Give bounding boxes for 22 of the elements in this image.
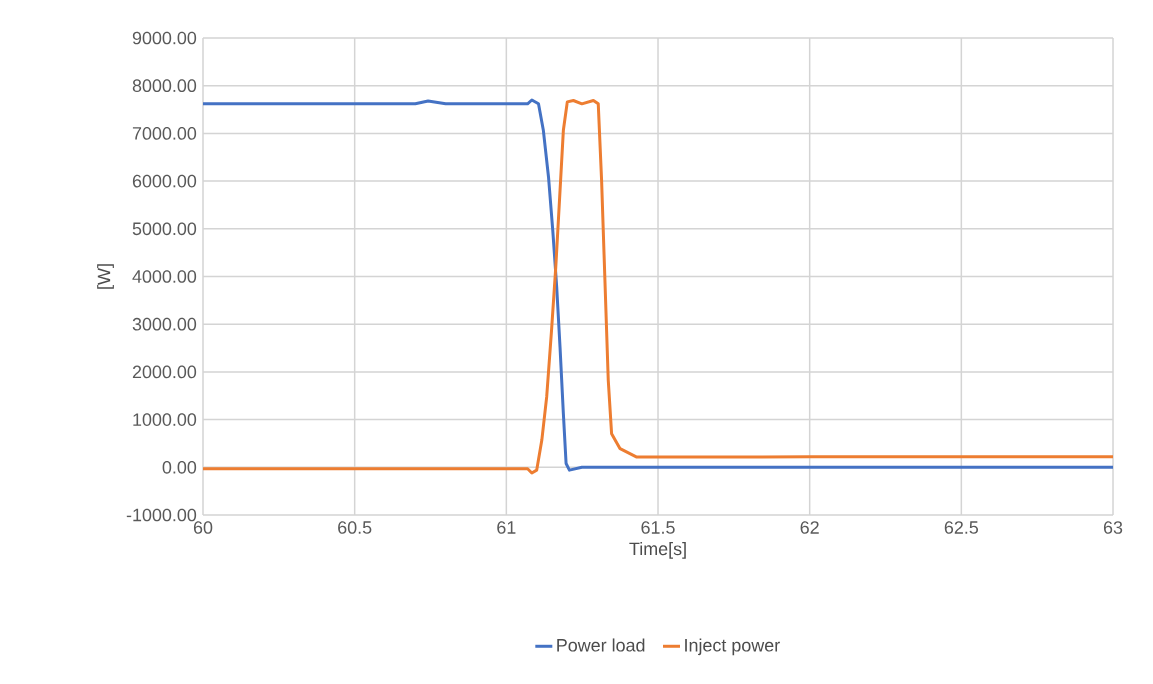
x-tick-label: 63 bbox=[1103, 521, 1123, 534]
x-tick-label: 62.5 bbox=[944, 521, 979, 534]
y-axis-title: [W] bbox=[97, 264, 114, 289]
y-tick-label: -1000.00 bbox=[126, 508, 197, 522]
legend-label: Inject power bbox=[685, 638, 780, 656]
legend-label: Power load bbox=[557, 638, 645, 652]
y-tick-label: 5000.00 bbox=[132, 222, 197, 236]
y-tick-label: 1000.00 bbox=[133, 413, 197, 426]
x-axis-title: Time[s] bbox=[629, 542, 686, 559]
x-tick-label: 60.5 bbox=[338, 521, 372, 534]
y-tick-label: 7000.00 bbox=[132, 127, 197, 140]
y-tick-label: 6000.00 bbox=[132, 174, 197, 188]
x-tick-label: 61.5 bbox=[641, 521, 675, 534]
y-tick-label: 2000.00 bbox=[132, 365, 197, 379]
y-tick-label: 8000.00 bbox=[132, 79, 197, 93]
x-tick-label: 62 bbox=[800, 521, 819, 534]
y-tick-label: 3000.00 bbox=[132, 317, 197, 331]
x-tick-label: 60 bbox=[193, 521, 213, 534]
x-tick-label: 61 bbox=[497, 521, 516, 534]
y-tick-label: 9000.00 bbox=[132, 31, 197, 45]
y-tick-label: 4000.00 bbox=[132, 270, 197, 283]
y-tick-label: 0.00 bbox=[162, 460, 197, 474]
